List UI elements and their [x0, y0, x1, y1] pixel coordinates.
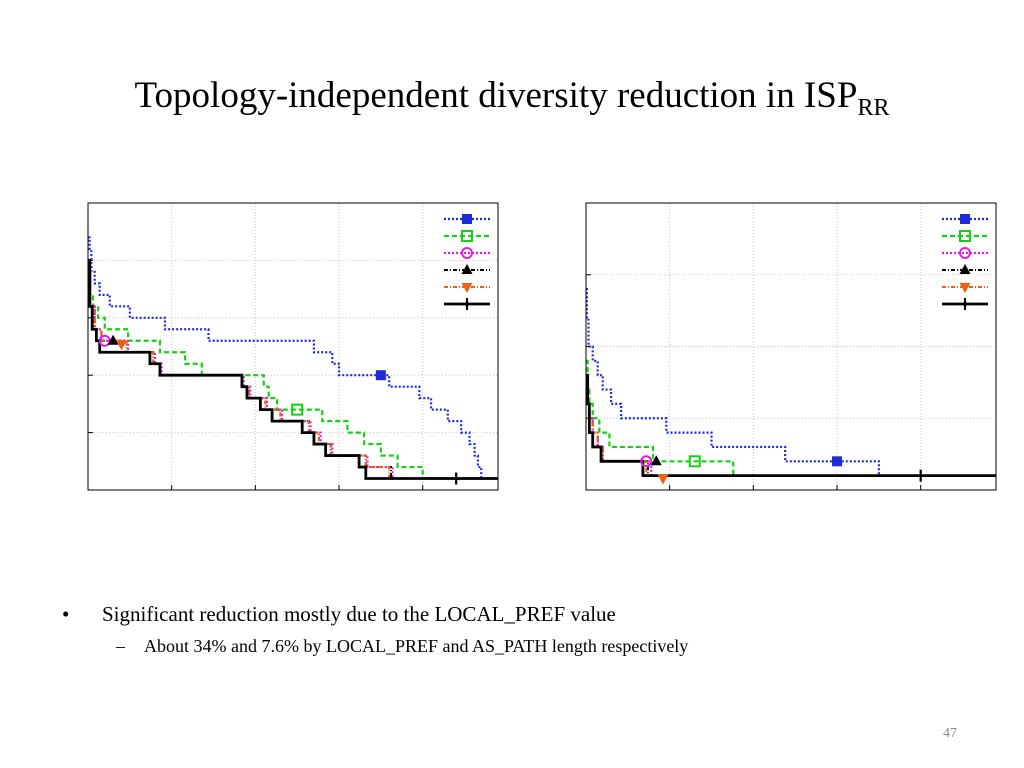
series-marker-pathexplored	[832, 456, 843, 467]
legend-marker	[461, 298, 473, 310]
sub-bullet-marker: –	[116, 636, 125, 656]
plot-frame	[87, 202, 499, 491]
series-line-observed	[586, 373, 996, 478]
legend-marker	[959, 230, 971, 242]
series-marker-localpref	[688, 455, 701, 468]
bullet-list: • Significant reduction mostly due to th…	[62, 602, 688, 657]
series-line-pathexplored	[586, 288, 996, 477]
legend-marker	[960, 214, 970, 224]
chart-next-hop-ases-svg	[585, 202, 997, 491]
plot-frame	[585, 202, 997, 491]
legend-marker	[959, 283, 971, 293]
legend-marker	[959, 247, 971, 259]
legend-marker	[461, 230, 473, 242]
series-marker-med	[657, 474, 669, 485]
bullet-marker: •	[62, 602, 70, 626]
series-marker-aspathlen	[640, 455, 653, 468]
slide-title-text: Topology-independent diversity reduction…	[134, 75, 858, 116]
legend-marker	[462, 214, 472, 224]
series-marker-observed	[450, 472, 463, 485]
series-group	[586, 288, 996, 478]
series-marker-origin	[650, 455, 662, 466]
bullet-text-1: Significant reduction mostly due to the …	[102, 602, 616, 626]
series-marker-med	[115, 340, 127, 351]
page-number: 47	[943, 726, 957, 741]
legend-marker	[959, 264, 971, 274]
bullet-text-2: About 34% and 7.6% by LOCAL_PREF and AS_…	[144, 636, 689, 656]
series-marker-pathexplored	[375, 370, 386, 381]
series-line-pathexplored	[88, 236, 498, 480]
legend-marker	[461, 264, 473, 274]
legend-marker	[461, 247, 473, 259]
legend-marker	[959, 298, 971, 310]
series-marker-observed	[914, 469, 927, 482]
slide-title-subscript: RR	[857, 95, 890, 121]
chart-next-hop-ases	[512, 190, 1007, 550]
chart-next-hop-pops-svg	[87, 202, 499, 491]
series-line-observed	[88, 259, 498, 480]
series-line-med	[88, 270, 498, 480]
chart-next-hop-pops	[14, 190, 504, 550]
series-marker-aspathlen	[98, 334, 111, 347]
series-marker-origin	[107, 334, 119, 345]
bullet-item-1: • Significant reduction mostly due to th…	[62, 602, 688, 627]
series-group	[88, 236, 498, 480]
series-marker-localpref	[291, 403, 304, 416]
series-line-localpref	[88, 259, 498, 480]
bullet-item-2: – About 34% and 7.6% by LOCAL_PREF and A…	[116, 636, 688, 657]
slide-title: Topology-independent diversity reduction…	[0, 74, 1024, 122]
legend-marker	[461, 283, 473, 293]
